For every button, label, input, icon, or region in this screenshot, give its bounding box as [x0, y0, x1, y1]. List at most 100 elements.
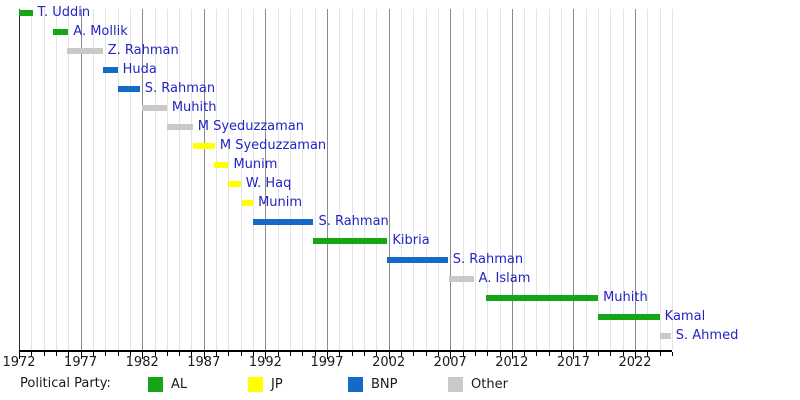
legend-title: Political Party:: [20, 376, 111, 391]
x-axis-tick-label: 2007: [433, 355, 467, 370]
gridline-minor: [352, 9, 353, 350]
x-axis-major-tick: [450, 352, 451, 359]
x-axis-minor-tick: [364, 352, 365, 356]
x-axis-tick-label: 1972: [2, 355, 36, 370]
x-axis-minor-tick: [167, 352, 168, 356]
x-axis-minor-tick: [241, 352, 242, 356]
x-axis-minor-tick: [278, 352, 279, 356]
gridline-major: [265, 9, 266, 350]
gridline-minor: [105, 9, 106, 350]
x-axis-major-tick: [142, 352, 143, 359]
x-axis-minor-tick: [68, 352, 69, 356]
gridline-major: [512, 9, 513, 350]
x-axis-minor-tick: [549, 352, 550, 356]
gridline-minor: [438, 9, 439, 350]
x-axis-major-tick: [512, 352, 513, 359]
x-axis-major-tick: [635, 352, 636, 359]
gridline-minor: [216, 9, 217, 350]
gridline-minor: [401, 9, 402, 350]
x-axis-minor-tick: [253, 352, 254, 356]
gridline-minor: [130, 9, 131, 350]
minister-name-label: Huda: [122, 62, 157, 77]
gridline-minor: [93, 9, 94, 350]
x-axis-minor-tick: [647, 352, 648, 356]
gridline-major: [142, 9, 143, 350]
x-axis-minor-tick: [31, 352, 32, 356]
minister-name-label: W. Haq: [245, 176, 292, 191]
timeline-bar: [485, 295, 599, 301]
gridline-minor: [253, 9, 254, 350]
x-axis-major-tick: [327, 352, 328, 359]
minister-name-label: M Syeduzzaman: [197, 119, 304, 134]
gridline-minor: [426, 9, 427, 350]
gridline-minor: [475, 9, 476, 350]
gridline-major: [204, 9, 205, 350]
gridline-major: [450, 9, 451, 350]
minister-name-label: Munim: [258, 195, 303, 210]
x-axis-minor-tick: [105, 352, 106, 356]
gridline-minor: [278, 9, 279, 350]
timeline-bar: [67, 48, 103, 54]
gridline-minor: [647, 9, 648, 350]
gridline-minor: [376, 9, 377, 350]
x-axis-minor-tick: [536, 352, 537, 356]
x-axis-minor-tick: [155, 352, 156, 356]
x-axis-minor-tick: [376, 352, 377, 356]
x-axis-tick-label: 1977: [64, 355, 98, 370]
timeline-bar: [448, 276, 474, 282]
x-axis-tick-label: 2012: [495, 355, 529, 370]
gridline-minor: [68, 9, 69, 350]
minister-name-label: Munim: [233, 157, 278, 172]
minister-name-label: S. Rahman: [144, 81, 216, 96]
x-axis-minor-tick: [315, 352, 316, 356]
x-axis-minor-tick: [586, 352, 587, 356]
timeline-bar: [228, 181, 241, 187]
x-axis-minor-tick: [93, 352, 94, 356]
minister-name-label: M Syeduzzaman: [219, 138, 327, 153]
minister-name-label: A. Mollik: [73, 24, 128, 39]
x-axis-minor-tick: [56, 352, 57, 356]
x-axis-tick-label: 1997: [310, 355, 344, 370]
minister-name-label: S. Rahman: [318, 214, 389, 229]
x-axis-major-tick: [573, 352, 574, 359]
x-axis-tick-label: 1987: [187, 355, 221, 370]
gridline-minor: [302, 9, 303, 350]
gridline-minor: [339, 9, 340, 350]
timeline-bar: [213, 162, 229, 168]
timeline-bar: [102, 67, 118, 73]
legend-swatch-jp: [248, 377, 263, 392]
x-axis-tick-label: 2022: [618, 355, 652, 370]
gridline-minor: [241, 9, 242, 350]
gridline-minor: [44, 9, 45, 350]
legend-label-other: Other: [471, 377, 508, 392]
x-axis-minor-tick: [438, 352, 439, 356]
x-axis-minor-tick: [339, 352, 340, 356]
x-axis-tick-label: 2002: [372, 355, 406, 370]
x-axis-minor-tick: [487, 352, 488, 356]
gridline-minor: [31, 9, 32, 350]
gridline-major: [327, 9, 328, 350]
timeline-bar: [242, 200, 254, 206]
timeline-bar: [142, 105, 167, 111]
gridline-minor: [118, 9, 119, 350]
minister-name-label: Muhith: [603, 290, 648, 305]
x-axis-minor-tick: [660, 352, 661, 356]
x-axis-minor-tick: [118, 352, 119, 356]
x-axis-minor-tick: [290, 352, 291, 356]
x-axis-minor-tick: [524, 352, 525, 356]
minister-name-label: Z. Rahman: [107, 43, 179, 58]
x-axis-tick-label: 1992: [248, 355, 282, 370]
gridline-minor: [500, 9, 501, 350]
x-axis-minor-tick: [623, 352, 624, 356]
gridline-minor: [463, 9, 464, 350]
legend-label-jp: JP: [271, 377, 283, 392]
minister-name-label: A. Islam: [478, 271, 531, 286]
legend-label-bnp: BNP: [371, 377, 398, 392]
minister-name-label: Kibria: [392, 233, 430, 248]
timeline-bar: [53, 29, 69, 35]
legend-swatch-other: [448, 377, 463, 392]
x-axis-minor-tick: [401, 352, 402, 356]
gridline-minor: [155, 9, 156, 350]
gridline-minor: [549, 9, 550, 350]
timeline-bar: [166, 124, 193, 130]
